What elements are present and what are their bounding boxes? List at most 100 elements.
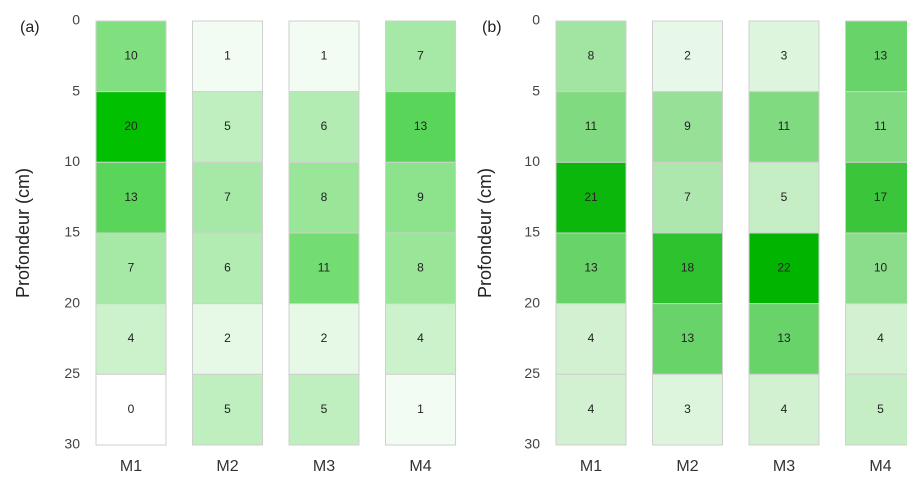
cell-label: 4 <box>128 331 135 345</box>
y-tick-label: 30 <box>64 436 80 452</box>
heat-cell <box>845 373 907 446</box>
heat-cell <box>555 161 627 234</box>
y-tick-label: 20 <box>524 294 540 310</box>
heat-cell <box>288 161 360 234</box>
x-tick-label: M3 <box>313 458 335 475</box>
cell-label: 21 <box>584 190 598 204</box>
y-tick-label: 20 <box>64 294 80 310</box>
cell-label: 7 <box>684 190 691 204</box>
heat-cell <box>192 232 263 305</box>
cell-label: 13 <box>777 331 791 345</box>
heat-cell <box>652 161 723 234</box>
cell-label: 2 <box>224 331 231 345</box>
x-tick-label: M1 <box>120 458 142 475</box>
cell-label: 4 <box>417 331 424 345</box>
cell-label: 18 <box>681 261 695 275</box>
x-tick-label: M2 <box>216 458 238 475</box>
y-tick-label: 5 <box>532 82 540 98</box>
heat-cell <box>288 91 360 163</box>
cell-label: 22 <box>777 261 791 275</box>
heat-cell <box>845 232 907 305</box>
heat-cell <box>385 161 456 234</box>
heat-cell <box>748 161 820 234</box>
y-tick-label: 0 <box>72 12 80 28</box>
cell-label: 5 <box>224 119 231 133</box>
panel-label: (a) <box>20 19 40 36</box>
heat-cell <box>95 91 167 163</box>
heat-cell <box>555 20 627 93</box>
cell-label: 9 <box>417 190 424 204</box>
cell-label: 11 <box>874 119 887 133</box>
cell-label: 6 <box>321 119 328 133</box>
cell-label: 5 <box>781 190 788 204</box>
cell-label: 11 <box>318 261 331 275</box>
cell-label: 5 <box>321 402 328 416</box>
heat-cell <box>385 20 456 93</box>
cell-label: 1 <box>321 49 328 63</box>
x-tick-label: M4 <box>869 458 891 475</box>
cell-label: 13 <box>414 119 428 133</box>
cell-label: 20 <box>124 119 138 133</box>
heat-cell <box>555 232 627 305</box>
x-tick-label: M2 <box>676 458 698 475</box>
cell-label: 4 <box>588 402 595 416</box>
y-tick-label: 10 <box>64 153 80 169</box>
x-tick-label: M1 <box>580 458 602 475</box>
heat-cell <box>95 20 167 93</box>
heat-cell <box>192 373 263 446</box>
heat-cell <box>95 161 167 234</box>
cell-label: 13 <box>874 49 888 63</box>
heat-cell <box>385 303 456 375</box>
cell-label: 13 <box>681 331 695 345</box>
cell-label: 0 <box>128 402 135 416</box>
cell-label: 1 <box>224 49 231 63</box>
heat-cell <box>652 303 723 375</box>
y-tick-label: 10 <box>524 153 540 169</box>
heat-cell <box>555 91 627 163</box>
heat-cell <box>845 161 907 234</box>
heat-cell <box>748 232 820 305</box>
y-tick-label: 0 <box>532 12 540 28</box>
cell-label: 6 <box>224 261 231 275</box>
cell-label: 4 <box>781 402 788 416</box>
heat-cell <box>192 303 263 375</box>
cell-label: 11 <box>778 119 791 133</box>
cell-label: 3 <box>781 49 788 63</box>
cell-label: 4 <box>588 331 595 345</box>
heat-cell <box>652 373 723 446</box>
cell-label: 3 <box>684 402 691 416</box>
y-tick-label: 5 <box>72 82 80 98</box>
cell-label: 17 <box>874 190 888 204</box>
heat-cell <box>95 232 167 305</box>
heat-cell <box>288 373 360 446</box>
cell-label: 11 <box>585 119 598 133</box>
cell-label: 7 <box>224 190 231 204</box>
heat-cell <box>288 303 360 375</box>
y-tick-label: 25 <box>64 365 80 381</box>
cell-label: 4 <box>877 331 884 345</box>
heat-cell <box>748 373 820 446</box>
y-tick-label: 15 <box>64 224 80 240</box>
x-tick-label: M4 <box>409 458 431 475</box>
cell-label: 1 <box>417 402 424 416</box>
cell-label: 5 <box>877 402 884 416</box>
heat-cell <box>748 91 820 163</box>
heat-cell <box>748 20 820 93</box>
heat-cell <box>95 373 167 446</box>
y-axis-label: Profondeur (cm) <box>475 168 495 298</box>
x-tick-label: M3 <box>773 458 795 475</box>
cell-label: 9 <box>684 119 691 133</box>
cell-label: 8 <box>588 49 595 63</box>
cell-label: 13 <box>584 261 598 275</box>
heat-cell <box>192 91 263 163</box>
y-axis-label: Profondeur (cm) <box>13 168 33 298</box>
y-tick-label: 25 <box>524 365 540 381</box>
heat-cell <box>555 303 627 375</box>
cell-label: 8 <box>321 190 328 204</box>
panel-label: (b) <box>482 19 502 36</box>
heat-cell <box>385 232 456 305</box>
heat-cell <box>555 373 627 446</box>
heat-cell <box>845 303 907 375</box>
heat-cell <box>385 91 456 163</box>
cell-label: 7 <box>128 261 135 275</box>
